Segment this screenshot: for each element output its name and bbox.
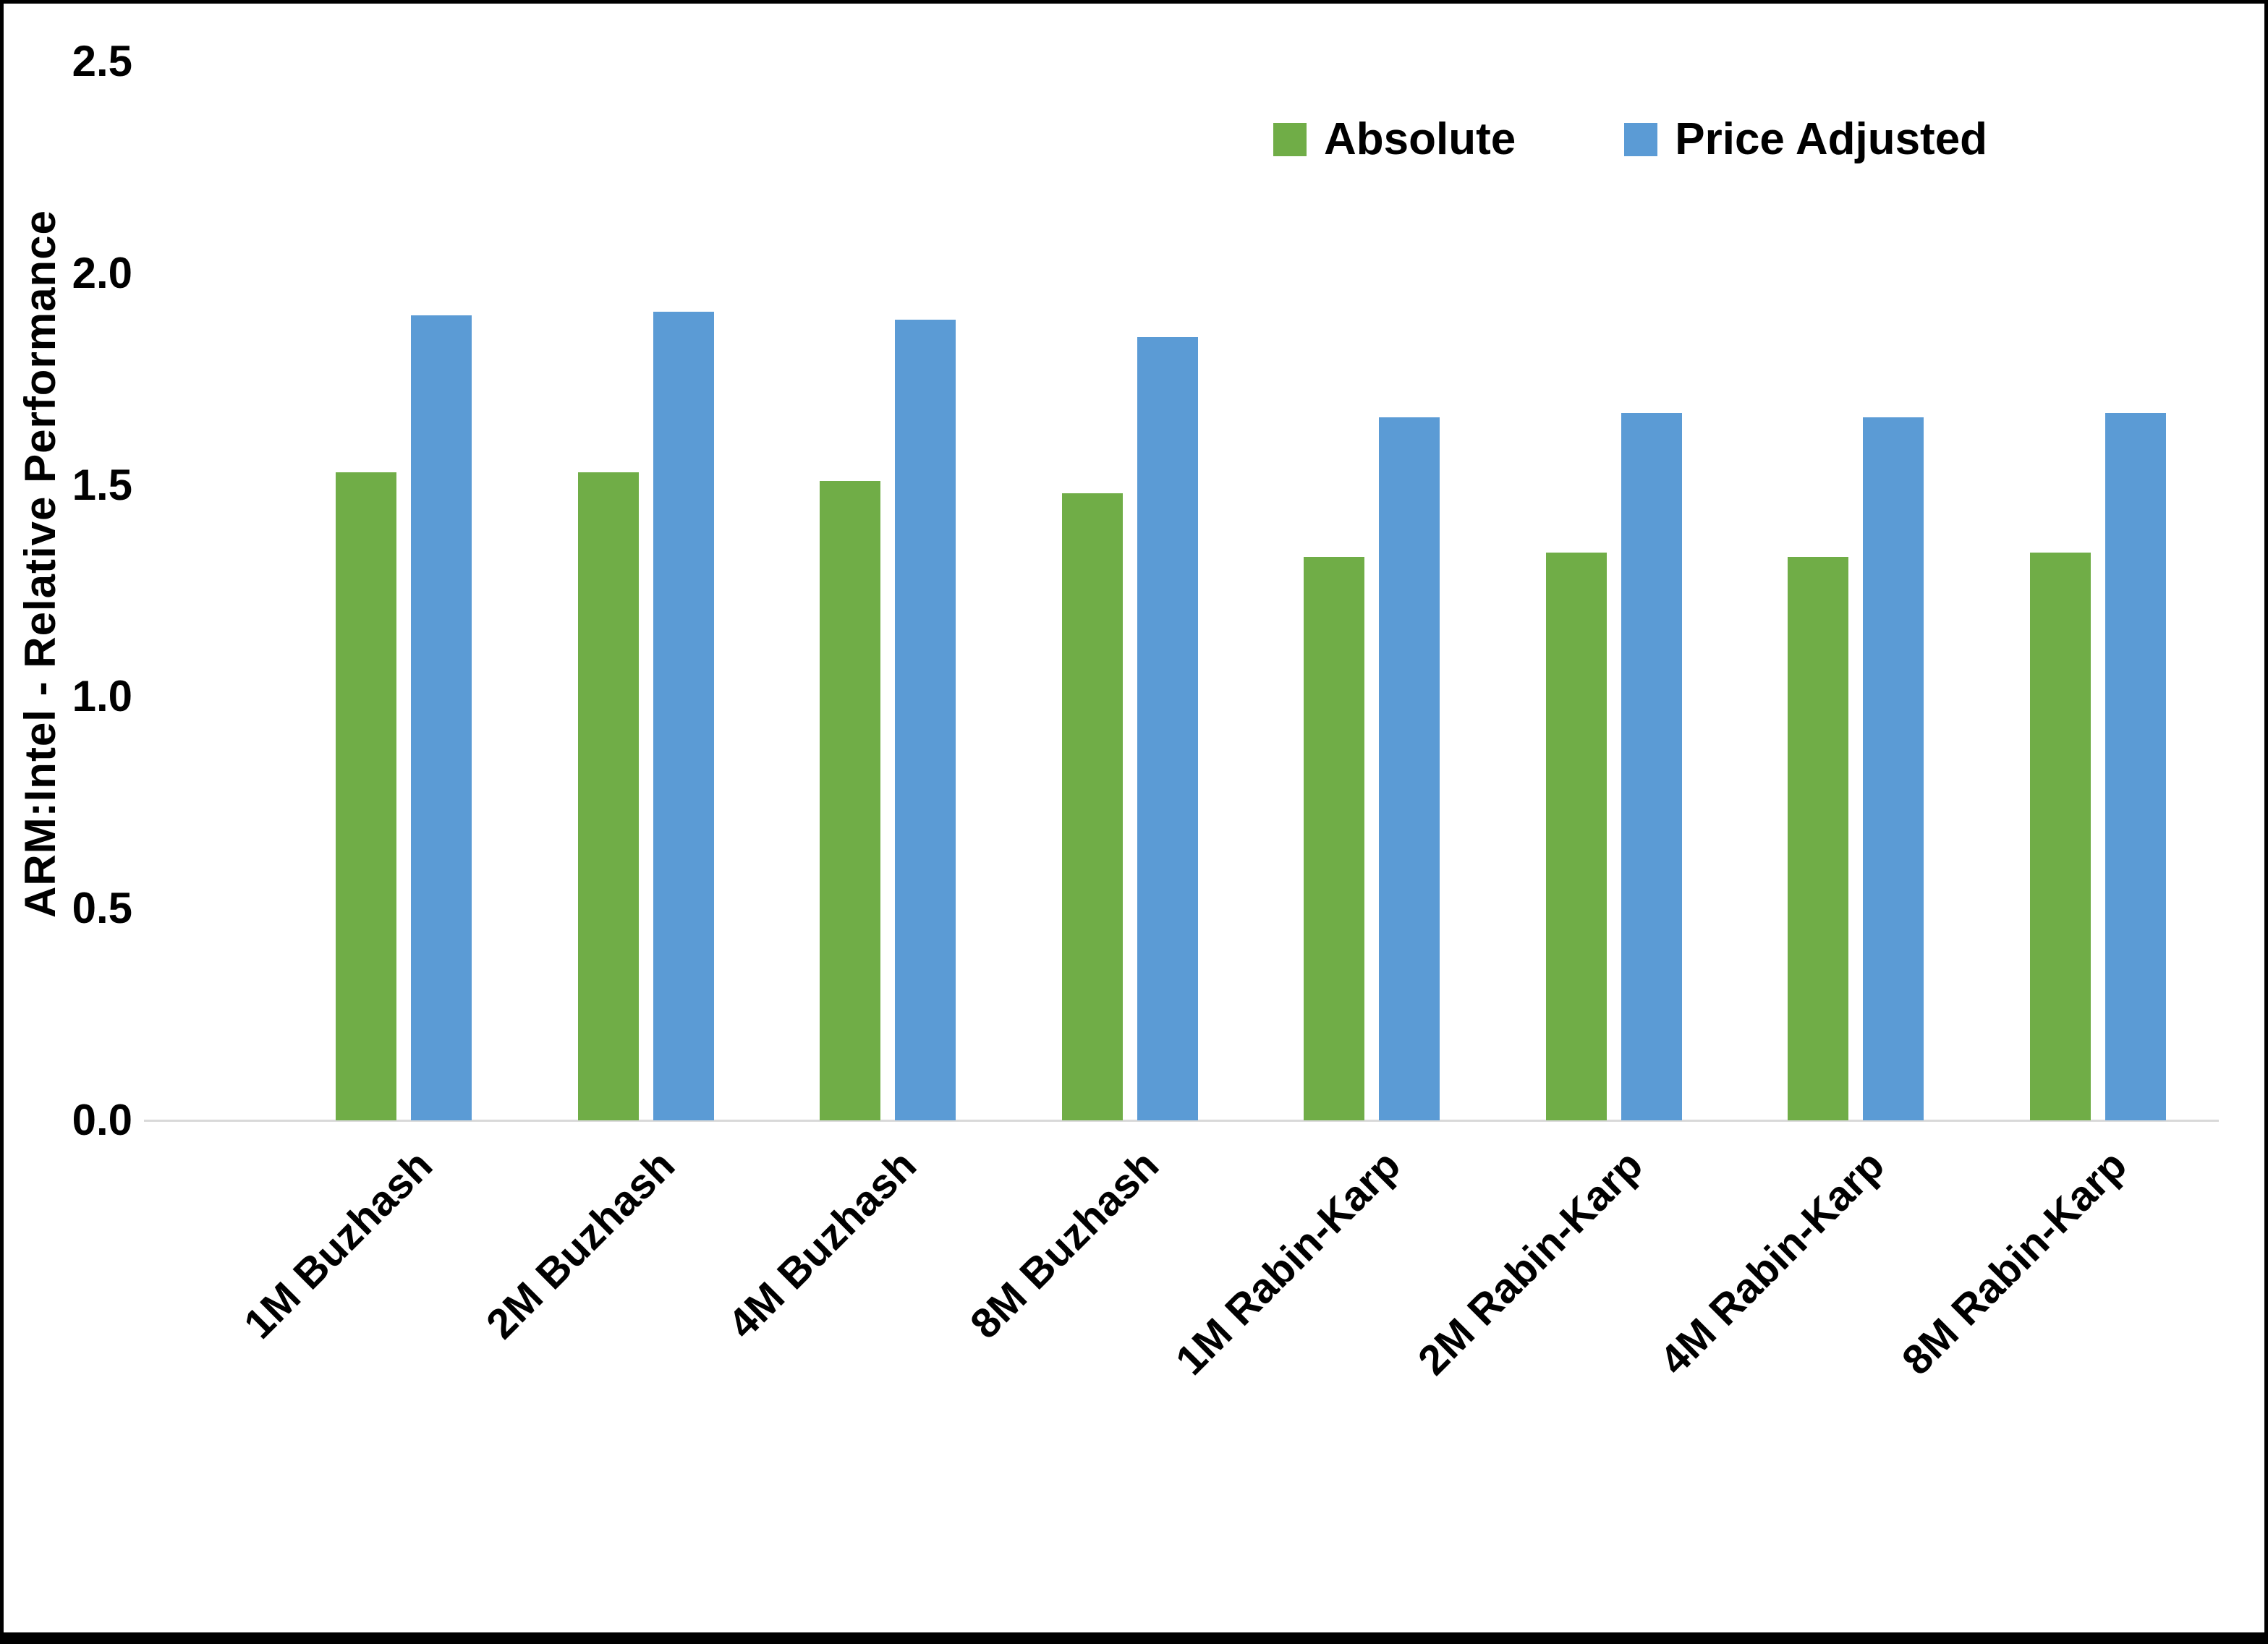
bar-group [525,61,768,1120]
bar-price-adjusted [2105,413,2166,1120]
legend-swatch-absolute [1273,122,1307,156]
bar-price-adjusted [1621,413,1682,1120]
x-category-label: 4M Rabin-Karp [1650,1141,1893,1384]
y-tick-label: 1.0 [72,672,132,721]
bar-group [1493,61,1736,1120]
legend-item-absolute: Absolute [1273,114,1516,165]
x-category-label: 2M Rabin-Karp [1409,1141,1652,1384]
bar-group [1251,61,1493,1120]
bar-absolute [1304,557,1365,1120]
bar-price-adjusted [1137,336,1198,1120]
x-axis-line [144,1120,2219,1122]
x-category-label: 8M Rabin-Karp [1893,1141,2136,1384]
x-category-label: 8M Buzhash [961,1141,1168,1348]
y-tick-label: 2.0 [72,248,132,297]
bar-group [1009,61,1252,1120]
bar-price-adjusted [411,315,472,1120]
bar-groups [148,61,2219,1120]
legend-item-price-adjusted: Price Adjusted [1624,114,1987,165]
plot-area: 0.0 0.5 1.0 1.5 2.0 2.5 1M Buzhash 2M Buzhash 4M… [72,40,2219,1384]
bar-price-adjusted [895,320,956,1120]
legend-swatch-price-adjusted [1624,122,1658,156]
legend-label-price-adjusted: Price Adjusted [1675,114,1988,164]
bar-group [767,61,1009,1120]
bar-absolute [1545,553,1607,1120]
x-category-label: 4M Buzhash [718,1141,925,1348]
y-tick-label: 0.5 [72,884,132,933]
legend: Absolute Price Adjusted [1273,114,1987,165]
legend-label-absolute: Absolute [1324,114,1516,164]
bar-group [1977,61,2220,1120]
bar-group [283,61,525,1120]
bar-price-adjusted [1379,417,1440,1120]
x-category-label: 2M Buzhash [477,1141,684,1348]
bar-absolute [577,472,639,1120]
bar-group [1735,61,1977,1120]
bar-absolute [820,480,881,1120]
bar-absolute [1788,557,1849,1120]
y-tick-label: 0.0 [72,1096,132,1144]
bar-price-adjusted [1863,417,1924,1120]
bar-absolute [1061,493,1123,1120]
bar-absolute [2029,553,2091,1120]
x-category-label: 1M Buzhash [234,1141,441,1348]
bar-price-adjusted [653,311,714,1120]
bar-absolute [336,472,397,1120]
y-tick-label: 1.5 [72,460,132,509]
y-tick-label: 2.5 [72,37,132,85]
x-category-label: 1M Rabin-Karp [1166,1141,1409,1384]
